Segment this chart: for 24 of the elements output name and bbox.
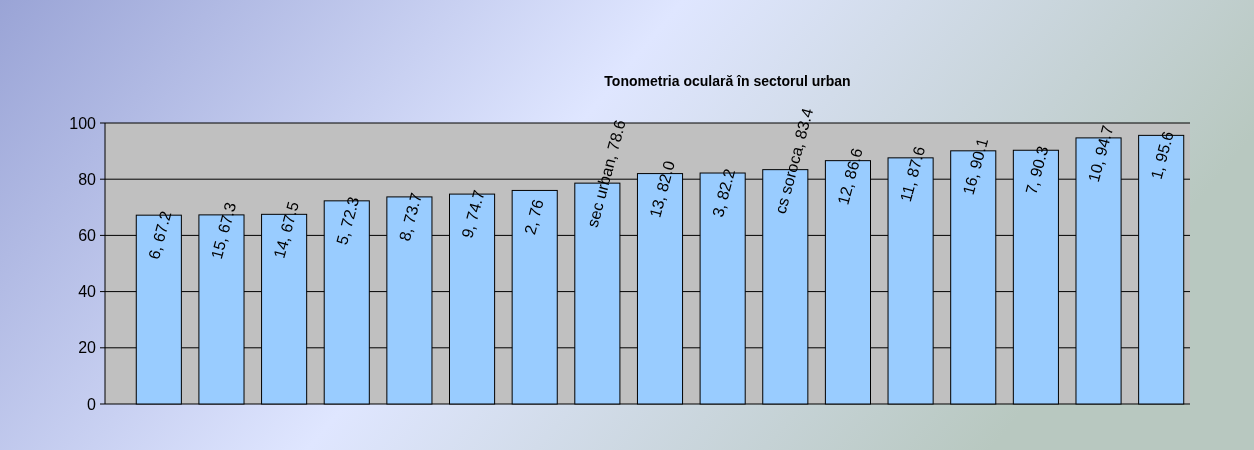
y-tick-label: 40 [78, 283, 97, 301]
y-tick-label: 0 [87, 395, 97, 413]
data-label: 8, 73.7 [395, 190, 425, 243]
data-label: 9, 74.7 [458, 188, 488, 240]
data-label: 14, 67.5 [270, 199, 302, 261]
data-label: 6, 67.2 [145, 209, 175, 261]
y-tick-label: 80 [78, 170, 97, 188]
data-label: 10, 94.7 [1085, 123, 1117, 184]
data-label: 15, 67.3 [207, 200, 240, 261]
data-label: 11, 87.6 [897, 144, 929, 204]
y-tick-label: 20 [78, 339, 97, 357]
data-label: 12, 86.6 [834, 146, 866, 207]
y-tick-label: 100 [69, 114, 97, 132]
data-label: 13, 82.0 [646, 159, 678, 220]
data-label: 7, 90.3 [1022, 144, 1052, 197]
data-label: sec urban, 78.6 [583, 117, 629, 229]
data-label: 3, 82.2 [709, 167, 739, 219]
data-label: 1, 95.6 [1147, 129, 1177, 182]
chart-title: Tonometria oculară în sectorul urban [604, 73, 851, 89]
data-label: cs soroca, 83.4 [771, 106, 817, 216]
y-tick-label: 60 [78, 227, 97, 244]
data-label: 16, 90.1 [959, 136, 992, 197]
data-label: 2, 76 [521, 197, 547, 237]
data-label: 5, 72.3 [333, 194, 363, 247]
